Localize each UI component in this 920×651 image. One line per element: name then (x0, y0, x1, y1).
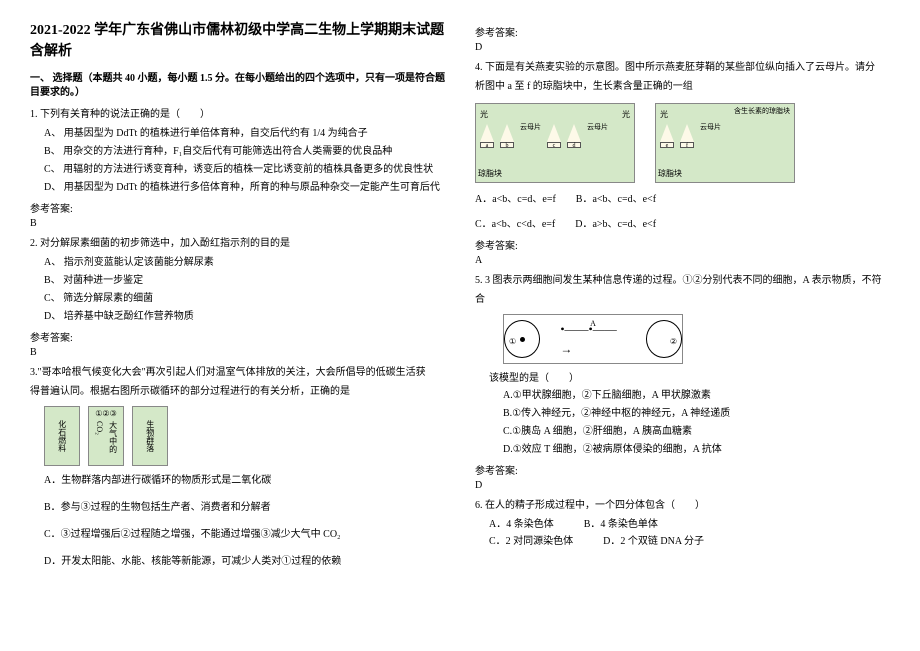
q5-a-label: A (590, 317, 596, 331)
q4-diagram-left: 光 光 a b 云母片 c d 云母片 琼脂块 (475, 103, 635, 183)
diagram-box-co2: ①②③ 大气中的CO₂ (88, 406, 124, 466)
q5-stem-1: 5. 3 图表示两细胞间发生某种信息传递的过程。①②分别代表不同的细胞，A 表示… (475, 272, 890, 289)
q6-opt-c: C．2 对同源染色体 (489, 533, 573, 550)
q2-opt-a: A、 指示剂变蓝能认定该菌能分解尿素 (30, 254, 445, 271)
q5-opt-b: B.①传入神经元，②神经中枢的神经元，A 神经递质 (475, 405, 890, 422)
q1-stem: 1. 下列有关育种的说法正确的是（ ） (30, 106, 445, 123)
q4-ans-label: 参考答案: (475, 237, 890, 252)
q1-opt-c: C、 用辐射的方法进行诱变育种，诱变后的植株一定比诱变前的植株具备更多的优良性状 (30, 161, 445, 178)
q5-opt-d: D.①效应 T 细胞，②被病原体侵染的细胞，A 抗体 (475, 441, 890, 458)
diagram-co2-label: 大气中的CO₂ (92, 421, 119, 465)
q3-diagram: 化石燃料 ①②③ 大气中的CO₂ 生物群落 (44, 406, 445, 466)
section-1-head: 一、 选择题（本题共 40 小题，每小题 1.5 分。在每小题给出的四个选项中，… (30, 72, 445, 100)
mica-label: 云母片 (520, 124, 541, 174)
cell-2-label: ② (670, 335, 677, 349)
right-column: 参考答案: D 4. 下面是有关燕麦实验的示意图。图中所示燕麦胚芽鞘的某些部位纵… (475, 20, 890, 631)
question-1: 1. 下列有关育种的说法正确的是（ ） A、 用基因型为 DdTt 的植株进行单… (30, 106, 445, 196)
q3-stem-1: 3."哥本哈根气候变化大会"再次引起人们对温室气体排放的关注，大会所倡导的低碳生… (30, 364, 445, 381)
diagram-box-fuel: 化石燃料 (44, 406, 80, 466)
light-label-2: 光 (622, 108, 630, 122)
q5-stem-2: 合 (475, 291, 890, 308)
q2-opt-c: C、 筛选分解尿素的细菌 (30, 290, 445, 307)
shoot-a: a (480, 124, 494, 174)
auxin-agar-label: 含生长素的琼脂块 (734, 108, 790, 122)
q4-stem-1: 4. 下面是有关燕麦实验的示意图。图中所示燕麦胚芽鞘的某些部位纵向插入了云母片。… (475, 59, 890, 76)
q5-opt-c: C.①胰岛 A 细胞，②肝细胞，A 胰高血糖素 (475, 423, 890, 440)
q6-opt-b: B．4 条染色单体 (584, 516, 658, 533)
q5-opt-a: A.①甲状腺细胞，②下丘脑细胞，A 甲状腺激素 (475, 387, 890, 404)
mica-label-2: 云母片 (587, 124, 608, 174)
question-4: 4. 下面是有关燕麦实验的示意图。图中所示燕麦胚芽鞘的某些部位纵向插入了云母片。… (475, 59, 890, 233)
mica-label-3: 云母片 (700, 124, 721, 174)
question-2: 2. 对分解尿素细菌的初步筛选中，加入酚红指示剂的目的是 A、 指示剂变蓝能认定… (30, 235, 445, 325)
q3-stem-2: 得普遍认同。根据右图所示碳循环的部分过程进行的有关分析，正确的是 (30, 383, 445, 400)
q5-ans: D (475, 480, 890, 491)
q1-ans-label: 参考答案: (30, 200, 445, 215)
q1-opt-a: A、 用基因型为 DdTt 的植株进行单倍体育种，自交后代约有 1/4 为纯合子 (30, 125, 445, 142)
cell-2: ② (646, 320, 682, 358)
question-6: 6. 在人的精子形成过程中，一个四分体包含（ ） A．4 条染色体 B．4 条染… (475, 497, 890, 550)
q1-opt-d: D、 用基因型为 DdTt 的植株进行多倍体育种，所育的种与原品种杂交一定能产生… (30, 179, 445, 196)
q6-stem: 6. 在人的精子形成过程中，一个四分体包含（ ） (475, 497, 890, 514)
q4-diagram-right: 光 含生长素的琼脂块 e f 云母片 琼脂块 (655, 103, 795, 183)
diagram-box-biota: 生物群落 (132, 406, 168, 466)
doc-title: 2021-2022 学年广东省佛山市儒林初级中学高二生物上学期期末试题含解析 (30, 20, 445, 62)
question-5: 5. 3 图表示两细胞间发生某种信息传递的过程。①②分别代表不同的细胞，A 表示… (475, 272, 890, 458)
left-column: 2021-2022 学年广东省佛山市儒林初级中学高二生物上学期期末试题含解析 一… (30, 20, 445, 631)
q2-opt-d: D、 培养基中缺乏酚红作营养物质 (30, 308, 445, 325)
cell-1-label: ① (509, 335, 516, 349)
q5-tail: 该模型的是（ ） (475, 370, 890, 387)
q3-opt-a: A．生物群落内部进行碳循环的物质形式是二氧化碳 (30, 472, 445, 489)
light-label-1: 光 (480, 108, 488, 122)
q2-ans-label: 参考答案: (30, 329, 445, 344)
light-label-3: 光 (660, 108, 668, 122)
q2-stem: 2. 对分解尿素细菌的初步筛选中，加入酚红指示剂的目的是 (30, 235, 445, 252)
q6-opt-d: D．2 个双链 DNA 分子 (603, 533, 704, 550)
q4-ans: A (475, 255, 890, 266)
shoot-f: f (680, 124, 694, 174)
diagram-arrows: ①②③ (95, 407, 117, 421)
q3-opt-d: D．开发太阳能、水能、核能等新能源，可减少人类对①过程的依赖 (30, 553, 445, 570)
q2-opt-b: B、 对菌种进一步鉴定 (30, 272, 445, 289)
dot-icon (520, 337, 525, 342)
q5-diagram: A ① •——•——→ ② (503, 314, 683, 364)
q6-row-1: A．4 条染色体 B．4 条染色单体 (475, 516, 890, 533)
q6-row-2: C．2 对同源染色体 D．2 个双链 DNA 分子 (475, 533, 890, 550)
cell-1: ① (504, 320, 540, 358)
q6-opt-a: A．4 条染色体 (489, 516, 554, 533)
q4-diagram-row: 光 光 a b 云母片 c d 云母片 琼脂块 光 含生长素的琼脂块 (475, 103, 890, 183)
q1-opt-b: B、 用杂交的方法进行育种，F₁自交后代有可能筛选出符合人类需要的优良品种 (30, 143, 445, 160)
shoot-d: d (567, 124, 581, 174)
shoot-e: e (660, 124, 674, 174)
q3-opt-b: B．参与③过程的生物包括生产者、消费者和分解者 (30, 499, 445, 516)
q3-opt-c: C．③过程增强后②过程随之增强，不能通过增强③减少大气中 CO₂ (30, 526, 445, 543)
agar-label-2: 琼脂块 (658, 167, 682, 181)
shoot-b: b (500, 124, 514, 174)
q2-ans: B (30, 347, 445, 358)
q4-opt-ab: A．a<b、c=d、e=f B．a<b、c=d、e<f (475, 191, 890, 208)
q1-ans: B (30, 218, 445, 229)
agar-label-1: 琼脂块 (478, 167, 502, 181)
q3-ans: D (475, 42, 890, 53)
shoot-c: c (547, 124, 561, 174)
q4-opt-cd: C．a<b、c<d、e=f D．a>b、c=d、e<f (475, 216, 890, 233)
q5-ans-label: 参考答案: (475, 462, 890, 477)
q3-ans-label: 参考答案: (475, 24, 890, 39)
question-3: 3."哥本哈根气候变化大会"再次引起人们对温室气体排放的关注，大会所倡导的低碳生… (30, 364, 445, 570)
q4-stem-2: 析图中 a 至 f 的琼脂块中，生长素含量正确的一组 (475, 78, 890, 95)
